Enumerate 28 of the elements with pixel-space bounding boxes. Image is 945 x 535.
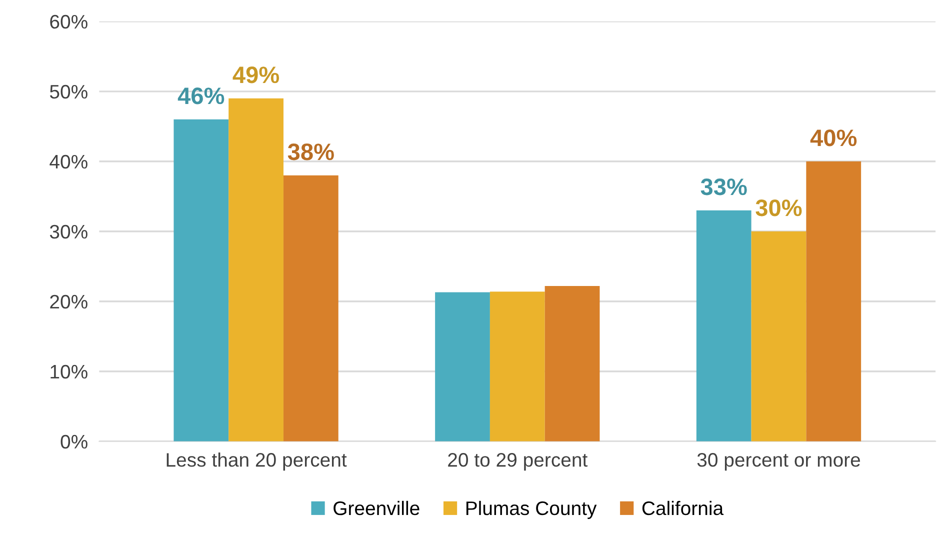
y-tick-label: 40%: [50, 154, 88, 169]
data-label: 49%: [232, 66, 280, 84]
data-label: 33%: [700, 178, 747, 196]
legend-label: California: [642, 500, 724, 516]
bar: [806, 161, 862, 442]
bar: [490, 292, 545, 442]
y-tick-label: 60%: [50, 14, 88, 29]
legend-label: Greenville: [334, 500, 420, 516]
data-label: 30%: [756, 200, 802, 216]
y-tick-label: 0%: [60, 434, 88, 449]
y-tick-label: 20%: [50, 294, 88, 309]
x-tick-label: Less than 20 percent: [166, 452, 347, 471]
bar: [174, 119, 229, 442]
bar: [696, 210, 752, 442]
bar: [283, 175, 338, 442]
y-tick-label: 30%: [50, 224, 88, 239]
data-label: 46%: [178, 88, 224, 104]
y-tick-label: 10%: [50, 364, 88, 379]
bar: [751, 231, 806, 442]
y-tick-label: 50%: [50, 84, 88, 99]
x-tick-label: 30 percent or more: [697, 453, 860, 471]
bar: [544, 286, 600, 442]
bar: [228, 98, 284, 442]
x-tick-label: 20 to 29 percent: [448, 453, 588, 471]
legend-label: Plumas County: [466, 500, 597, 519]
data-label: 40%: [810, 130, 857, 146]
bar: [435, 292, 490, 442]
data-label: 38%: [288, 144, 334, 160]
